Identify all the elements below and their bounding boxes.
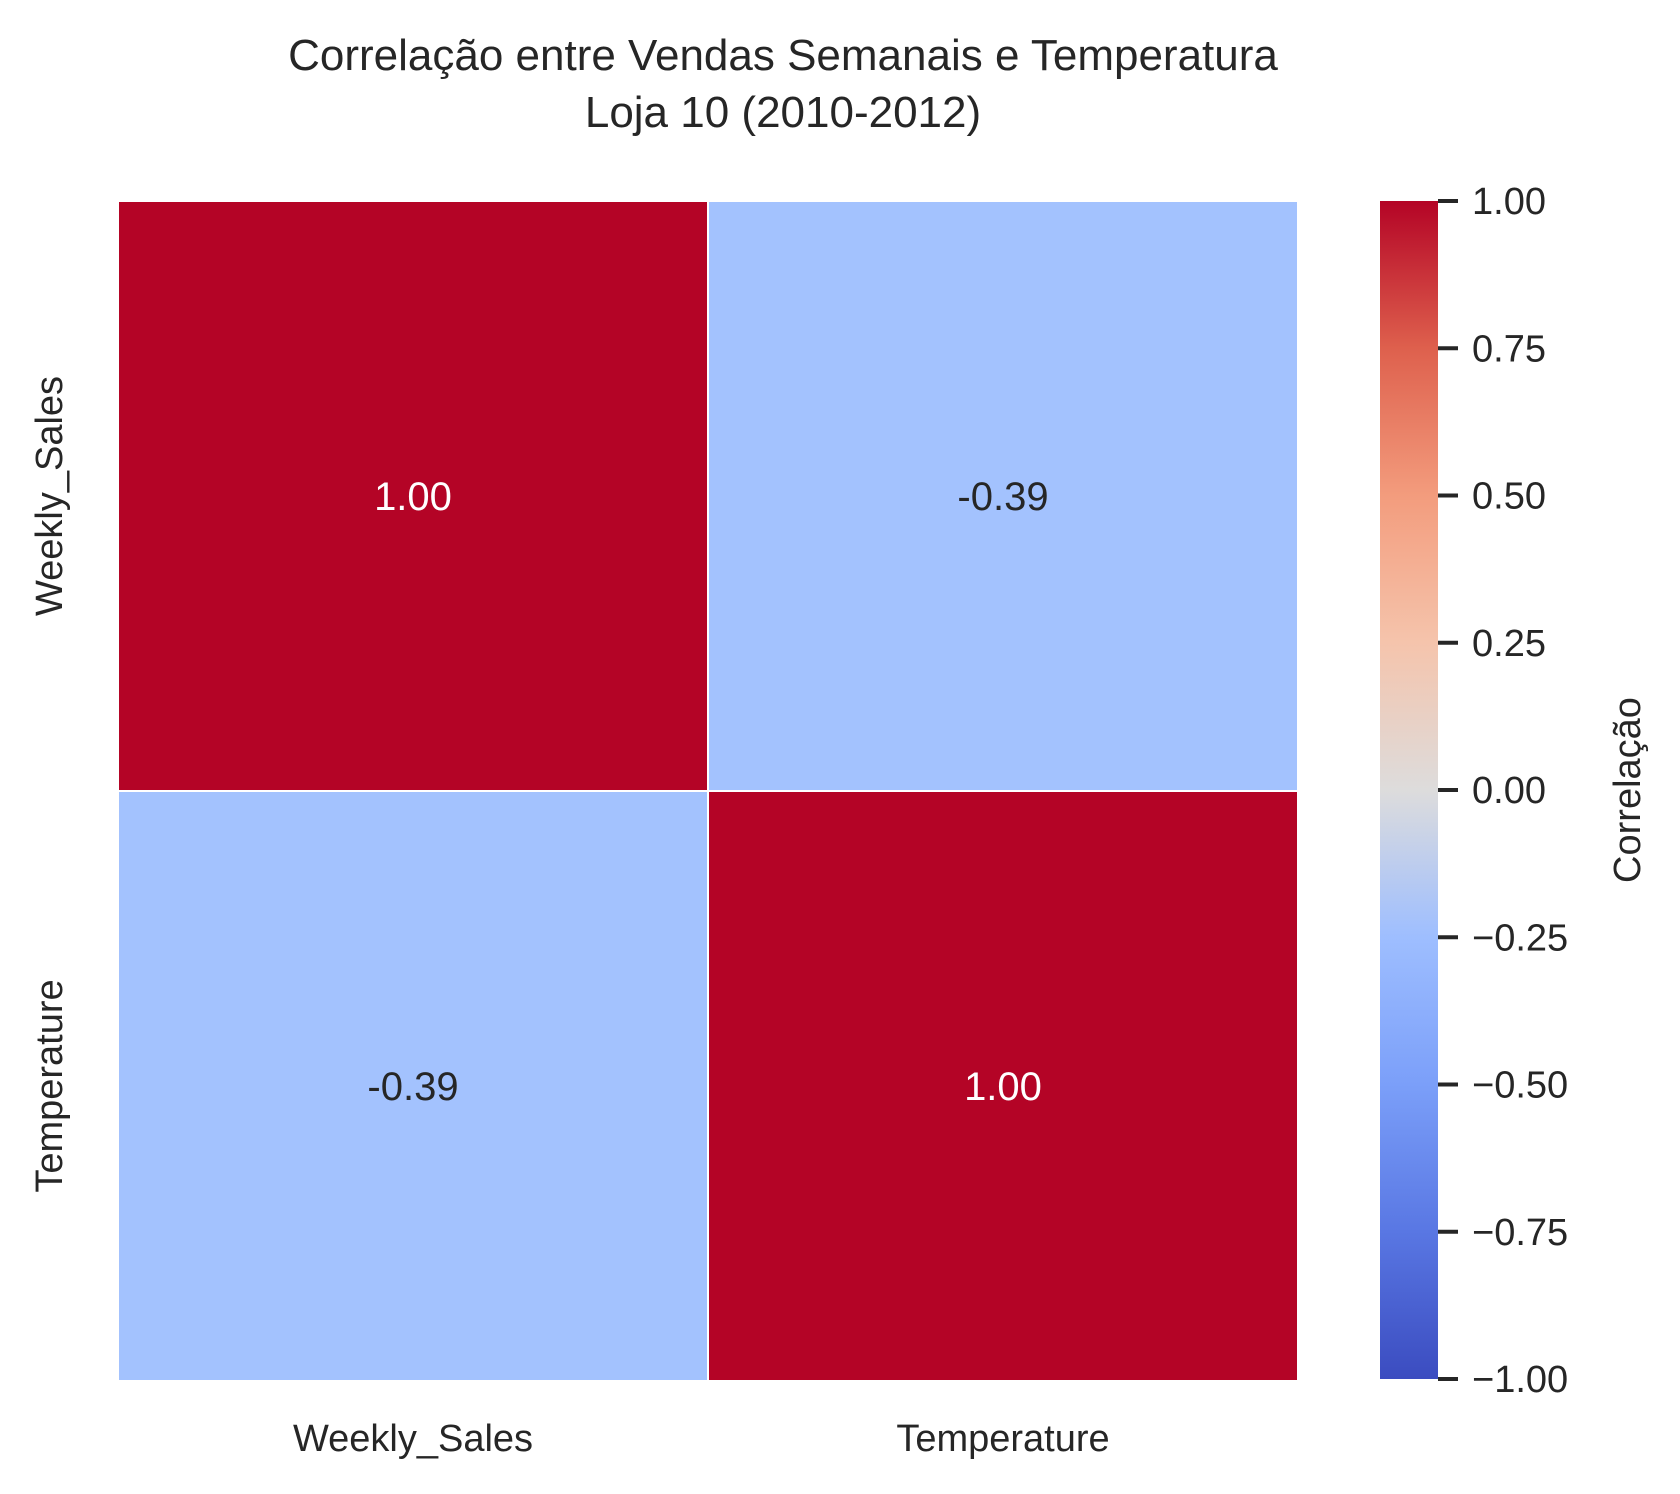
cell-annotation: 1.00: [964, 1065, 1042, 1109]
colorbar-tick-label: 1.00: [1472, 181, 1546, 223]
y-tick-label: Temperature: [29, 979, 71, 1192]
x-tick-label: Temperature: [896, 1418, 1109, 1460]
colorbar-tick-label: −0.25: [1472, 917, 1568, 959]
colorbar-tick-label: −0.50: [1472, 1065, 1568, 1107]
cell-annotation: 1.00: [374, 475, 452, 519]
heatmap-cell: [707, 200, 1299, 792]
colorbar-tick-label: 0.50: [1472, 476, 1546, 518]
colorbar-tick-label: −0.75: [1472, 1212, 1568, 1254]
colorbar-ticks: 1.00 0.75 0.50 0.25 0.00 −0.25 −0.50 −0.75 −1.00: [1438, 181, 1568, 1401]
colorbar-tick-label: 0.75: [1472, 328, 1546, 370]
x-tick-labels: Weekly_Sales Temperature: [293, 1418, 1110, 1460]
colorbar-tick-label: −1.00: [1472, 1359, 1568, 1401]
colorbar-tick-label: 0.00: [1472, 770, 1546, 812]
heatmap-cell: [707, 790, 1299, 1382]
heatmap-cells: 1.00 -0.39 -0.39 1.00: [117, 200, 1299, 1382]
colorbar: [1380, 201, 1438, 1379]
chart-subtitle: Loja 10 (2010-2012): [585, 88, 981, 137]
cell-annotation: -0.39: [957, 475, 1048, 519]
colorbar-tick-label: 0.25: [1472, 623, 1546, 665]
y-tick-labels: Weekly_Sales Temperature: [29, 376, 71, 1193]
x-tick-label: Weekly_Sales: [293, 1418, 533, 1460]
heatmap-cell: [117, 790, 709, 1382]
y-tick-label: Weekly_Sales: [29, 376, 71, 616]
colorbar-label: Correlação: [1607, 697, 1649, 883]
heatmap-cell: [117, 200, 709, 792]
chart-title: Correlação entre Vendas Semanais e Tempe…: [288, 31, 1278, 80]
cell-annotation: -0.39: [367, 1065, 458, 1109]
